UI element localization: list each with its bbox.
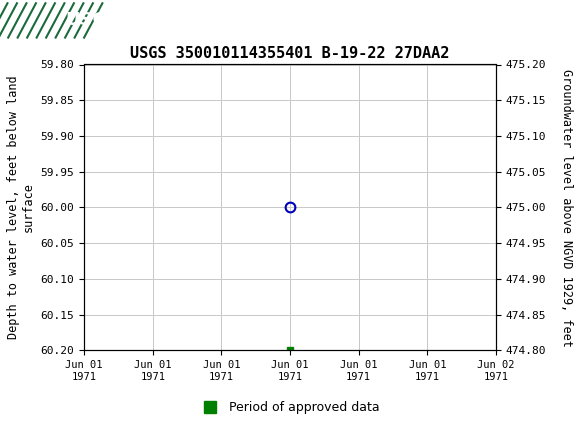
Text: USGS 350010114355401 B-19-22 27DAA2: USGS 350010114355401 B-19-22 27DAA2 [130, 46, 450, 61]
FancyBboxPatch shape [6, 3, 58, 37]
Y-axis label: Depth to water level, feet below land
surface: Depth to water level, feet below land su… [7, 76, 35, 339]
Text: USGS: USGS [65, 12, 120, 29]
Legend: Period of approved data: Period of approved data [195, 396, 385, 419]
Y-axis label: Groundwater level above NGVD 1929, feet: Groundwater level above NGVD 1929, feet [560, 68, 573, 347]
